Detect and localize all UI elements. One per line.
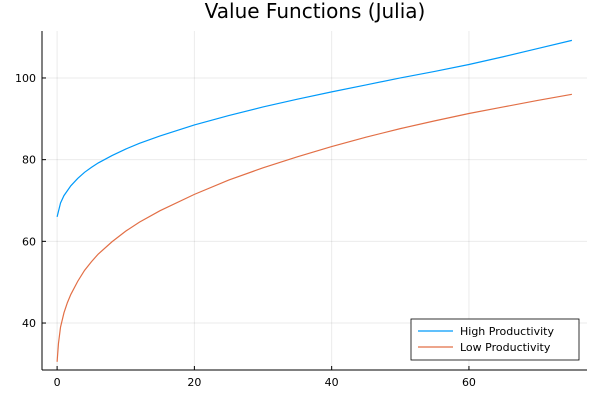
x-tick-label: 0	[54, 376, 61, 389]
series-line-high-productivity	[56, 39, 573, 217]
x-tick-label: 40	[325, 376, 339, 389]
series-line-low-productivity	[56, 93, 573, 362]
grid-layer	[42, 31, 587, 370]
y-tick-label: 80	[22, 154, 36, 167]
x-tick-label: 20	[187, 376, 201, 389]
legend: High Productivity Low Productivity	[410, 318, 580, 361]
y-tick-label: 40	[22, 317, 36, 330]
y-tick-label: 100	[15, 72, 36, 85]
axes: 0 20 40 60 40 60 80 100	[15, 31, 587, 389]
legend-label: Low Productivity	[460, 341, 551, 354]
legend-label: High Productivity	[460, 325, 554, 338]
legend-box	[410, 318, 580, 361]
y-tick-label: 60	[22, 235, 36, 248]
x-tick-label: 60	[462, 376, 476, 389]
series-layer	[56, 39, 573, 362]
chart-title: Value Functions (Julia)	[205, 0, 426, 23]
